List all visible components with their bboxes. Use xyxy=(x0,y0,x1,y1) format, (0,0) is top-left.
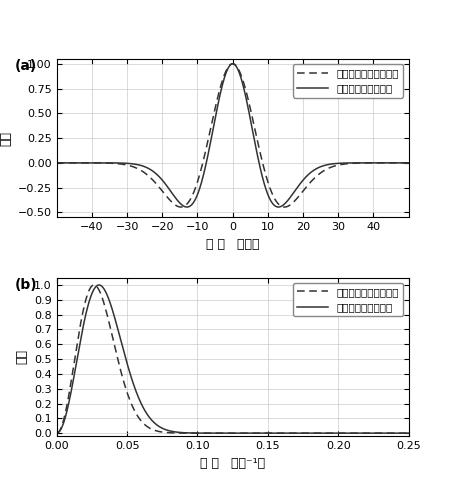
提取的深度域地震子波 xyxy=(230,61,235,67)
Text: (b): (b) xyxy=(15,277,37,292)
提取的深度域地震子波 xyxy=(216,430,222,436)
Line: 提取的深度域地震子波: 提取的深度域地震子波 xyxy=(57,64,409,207)
Text: (a): (a) xyxy=(15,59,37,73)
X-axis label: 波 数   （米⁻¹）: 波 数 （米⁻¹） xyxy=(200,457,265,469)
深度域原始地震子波 xyxy=(216,430,222,436)
深度域原始地震子波 xyxy=(225,430,231,436)
提取的深度域地震子波 xyxy=(396,160,401,166)
提取的深度域地震子波 xyxy=(72,356,78,362)
深度域原始地震子波 xyxy=(396,430,401,436)
提取的深度域地震子波 xyxy=(406,430,411,436)
Y-axis label: 振幅: 振幅 xyxy=(15,349,29,365)
深度域原始地震子波 xyxy=(396,430,401,436)
深度域原始地震子波 xyxy=(331,430,337,436)
提取的深度域地震子波 xyxy=(396,430,401,436)
深度域原始地震子波 xyxy=(406,160,411,166)
提取的深度域地震子波 xyxy=(225,64,231,70)
深度域原始地震子波 xyxy=(72,369,78,375)
提取的深度域地震子波 xyxy=(54,430,59,436)
Line: 深度域原始地震子波: 深度域原始地震子波 xyxy=(57,285,409,433)
X-axis label: 深 度   （米）: 深 度 （米） xyxy=(206,238,259,251)
深度域原始地震子波 xyxy=(230,61,235,67)
深度域原始地震子波 xyxy=(216,99,221,105)
提取的深度域地震子波 xyxy=(91,282,97,288)
深度域原始地震子波 xyxy=(54,160,59,166)
深度域原始地震子波 xyxy=(396,160,401,166)
深度域原始地震子波 xyxy=(96,282,102,288)
Legend: 提取的深度域地震子波, 深度域原始地震子波: 提取的深度域地震子波, 深度域原始地震子波 xyxy=(293,283,404,317)
深度域原始地震子波 xyxy=(331,161,337,167)
提取的深度域地震子波 xyxy=(72,160,78,166)
深度域原始地震子波 xyxy=(276,204,281,210)
深度域原始地震子波 xyxy=(396,160,401,166)
深度域原始地震子波 xyxy=(406,430,411,436)
提取的深度域地震子波 xyxy=(331,163,337,169)
提取的深度域地震子波 xyxy=(225,430,231,436)
深度域原始地震子波 xyxy=(225,66,231,72)
Line: 提取的深度域地震子波: 提取的深度域地震子波 xyxy=(57,285,409,433)
提取的深度域地震子波 xyxy=(54,160,59,166)
Line: 深度域原始地震子波: 深度域原始地震子波 xyxy=(57,64,409,207)
提取的深度域地震子波 xyxy=(178,204,183,210)
Legend: 提取的深度域地震子波, 深度域原始地震子波: 提取的深度域地震子波, 深度域原始地震子波 xyxy=(293,64,404,98)
深度域原始地震子波 xyxy=(54,430,59,436)
Y-axis label: 振幅: 振幅 xyxy=(0,130,12,146)
提取的深度域地震子波 xyxy=(396,160,401,166)
提取的深度域地震子波 xyxy=(216,91,222,97)
深度域原始地震子波 xyxy=(72,160,78,166)
提取的深度域地震子波 xyxy=(396,430,401,436)
提取的深度域地震子波 xyxy=(406,160,411,166)
提取的深度域地震子波 xyxy=(331,430,337,436)
